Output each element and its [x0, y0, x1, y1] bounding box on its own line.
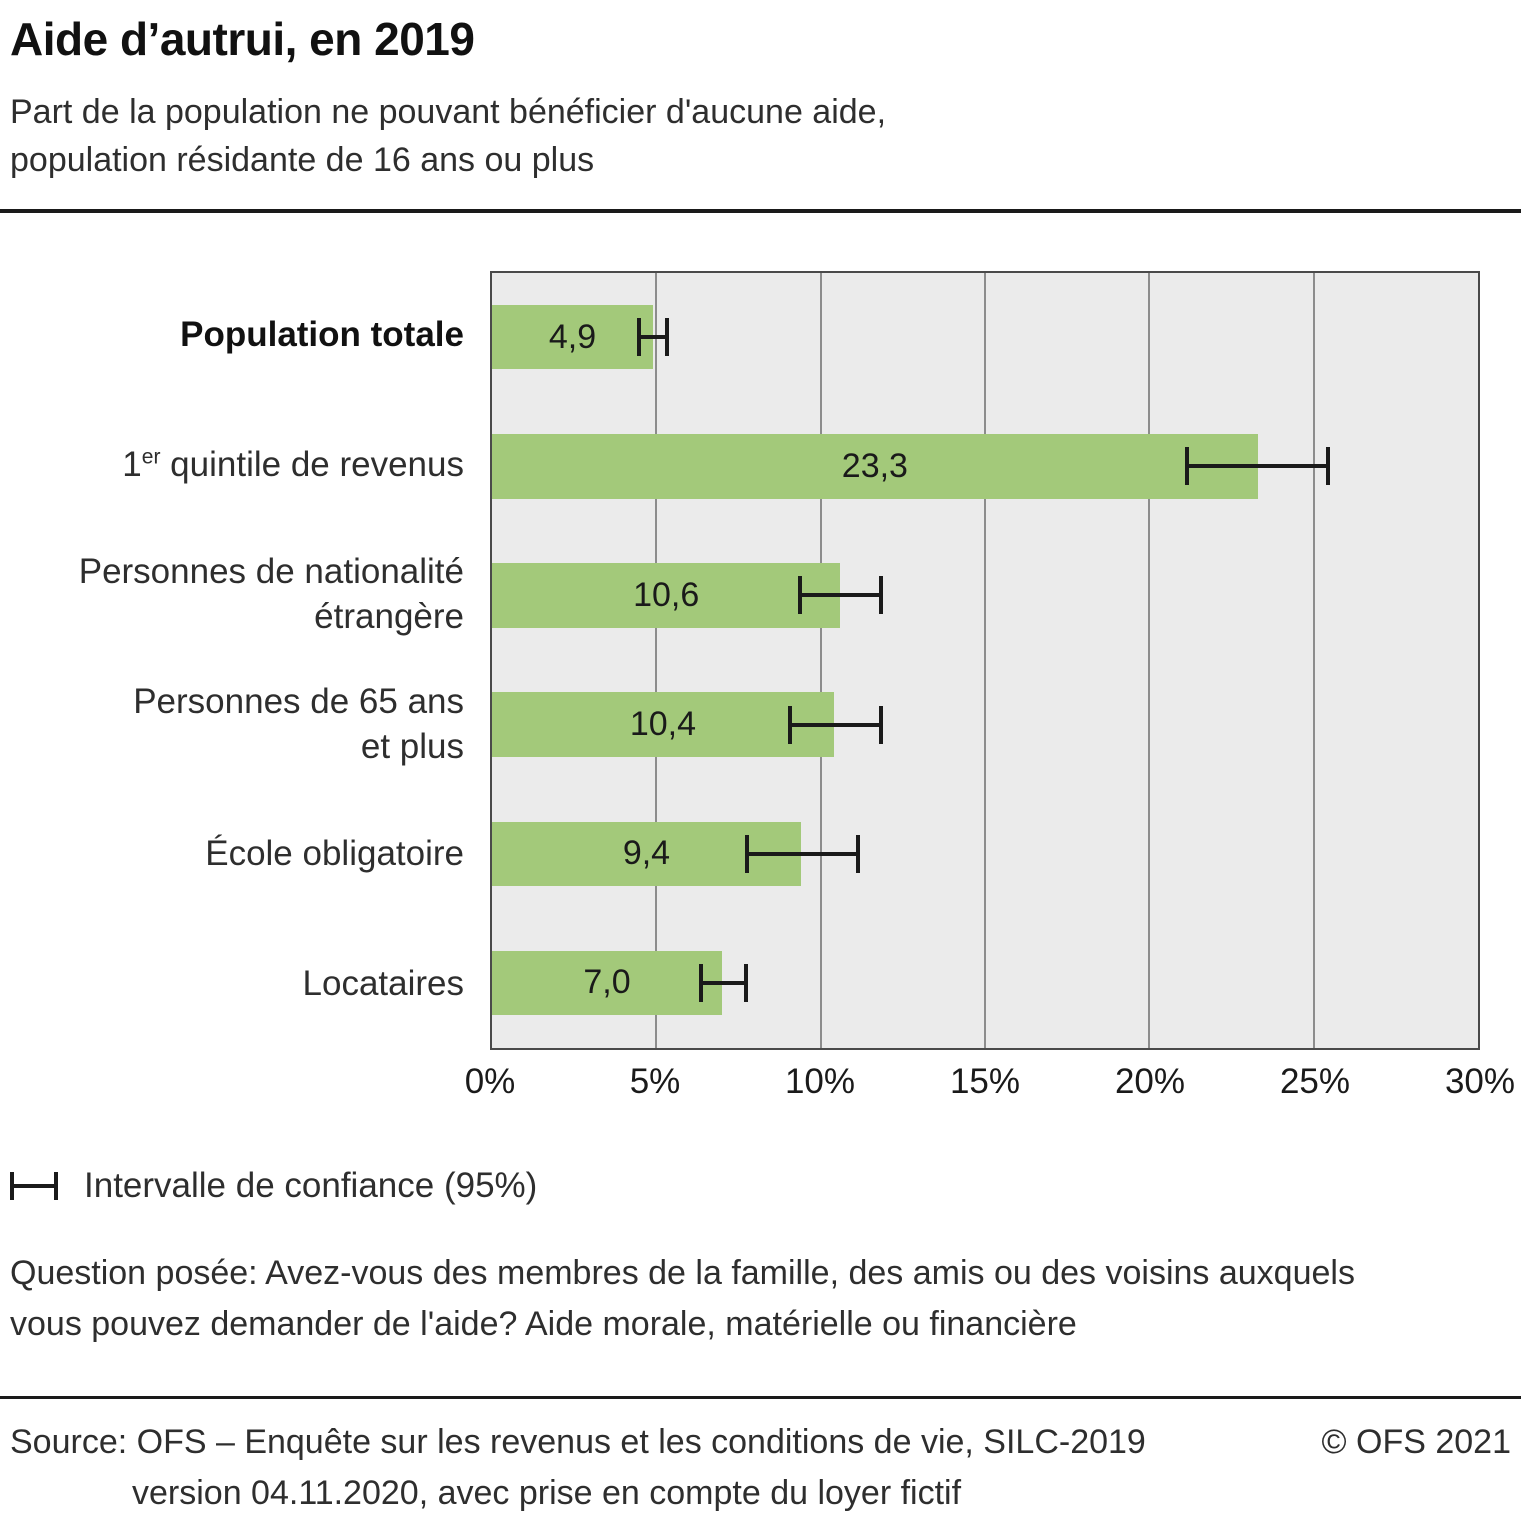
chart-subtitle: Part de la population ne pouvant bénéfic… — [10, 93, 887, 180]
chart-row: 4,9 — [492, 273, 1478, 402]
confidence-interval — [636, 318, 670, 357]
confidence-interval-line — [791, 722, 880, 727]
confidence-interval-line — [640, 335, 666, 340]
category-label-text: Locataires — [302, 964, 464, 1004]
category-label: École obligatoire — [0, 790, 490, 920]
x-axis-labels: 0% 5% 10% 15% 20% 25% 30% — [465, 1061, 1515, 1108]
x-tick-label: 20% — [1114, 1061, 1186, 1101]
category-label: Locataires — [0, 920, 490, 1050]
gridline — [1148, 272, 1151, 1048]
page-title: Aide d’autrui, en 2019 — [10, 13, 475, 65]
chart-row: 10,4 — [492, 660, 1478, 789]
category-label: Population totale — [0, 271, 490, 401]
bar: 23,3 — [492, 434, 1258, 499]
confidence-interval-line — [703, 980, 745, 985]
category-label: Personnes de nationalité étrangère — [0, 530, 490, 660]
plot-area: 4,9 23,3 10,6 10,4 9,4 7,0 — [490, 270, 1480, 1050]
category-label-text: 1er quintile de revenus — [122, 444, 464, 484]
chart-row: 7,0 — [492, 918, 1478, 1047]
axis-spacer — [0, 1062, 490, 1108]
category-label-text: École obligatoire — [205, 834, 464, 874]
confidence-interval — [699, 963, 749, 1002]
x-axis: 0% 5% 10% 15% 20% 25% 30% — [0, 1062, 1521, 1108]
bar-rows: 4,9 23,3 10,6 10,4 9,4 7,0 — [492, 273, 1478, 1048]
ci-legend-label: Intervalle de confiance (95%) — [84, 1165, 538, 1205]
question-note: Question posée: Avez-vous des membres de… — [10, 1253, 1355, 1343]
source-text: Source: OFS – Enquête sur les revenus et… — [10, 1417, 1146, 1519]
x-tick-label: 25% — [1279, 1061, 1351, 1101]
category-label-text: Personnes de nationalité étrangère — [78, 552, 464, 637]
gridline — [655, 272, 658, 1048]
header-divider — [0, 208, 1521, 213]
bar-chart: Population totale 1er quintile de revenus… — [0, 270, 1521, 1050]
confidence-interval — [787, 705, 884, 744]
x-tick-label: 15% — [949, 1061, 1021, 1101]
bar-value-label: 10,6 — [633, 575, 700, 614]
error-bar-icon — [10, 1171, 58, 1200]
bar-value-label: 9,4 — [622, 834, 671, 873]
gridline — [819, 272, 822, 1048]
confidence-interval — [745, 834, 861, 873]
x-tick-label: 0% — [464, 1061, 516, 1101]
gridline — [1312, 272, 1315, 1048]
confidence-interval — [797, 576, 884, 615]
category-label: 1er quintile de revenus — [0, 400, 490, 530]
confidence-interval — [1185, 447, 1331, 486]
bar-value-label: 4,9 — [548, 317, 597, 356]
confidence-interval-line — [749, 851, 857, 856]
x-tick-label: 10% — [784, 1061, 856, 1101]
source-line-2: version 04.11.2020, avec prise en compte… — [132, 1473, 962, 1512]
confidence-interval-line — [1189, 464, 1327, 469]
ci-legend: Intervalle de confiance (95%) — [10, 1166, 1511, 1206]
bar-value-label: 10,4 — [629, 705, 696, 744]
category-label-text: Personnes de 65 ans et plus — [133, 682, 464, 766]
category-label: Personnes de 65 ans et plus — [0, 660, 490, 790]
confidence-interval-line — [801, 593, 880, 598]
bar-value-label: 7,0 — [583, 963, 631, 1002]
bar: 10,4 — [492, 692, 834, 757]
x-tick-label: 5% — [629, 1061, 681, 1101]
bar: 10,6 — [492, 563, 841, 628]
source-line-1: Source: OFS – Enquête sur les revenus et… — [10, 1422, 1146, 1461]
bar-value-label: 23,3 — [841, 446, 908, 485]
bar: 4,9 — [492, 304, 654, 370]
copyright: © OFS 2021 — [1321, 1422, 1511, 1461]
x-tick-label: 30% — [1444, 1061, 1516, 1101]
chart-row: 10,6 — [492, 531, 1478, 660]
category-label-text: Population totale — [180, 315, 464, 355]
footer: Source: OFS – Enquête sur les revenus et… — [10, 1417, 1511, 1519]
footer-divider — [0, 1395, 1521, 1399]
gridline — [984, 272, 986, 1048]
category-labels-column: Population totale 1er quintile de revenus… — [0, 271, 490, 1050]
bar: 7,0 — [492, 950, 723, 1016]
chart-row: 23,3 — [492, 402, 1478, 531]
chart-row: 9,4 — [492, 789, 1478, 918]
